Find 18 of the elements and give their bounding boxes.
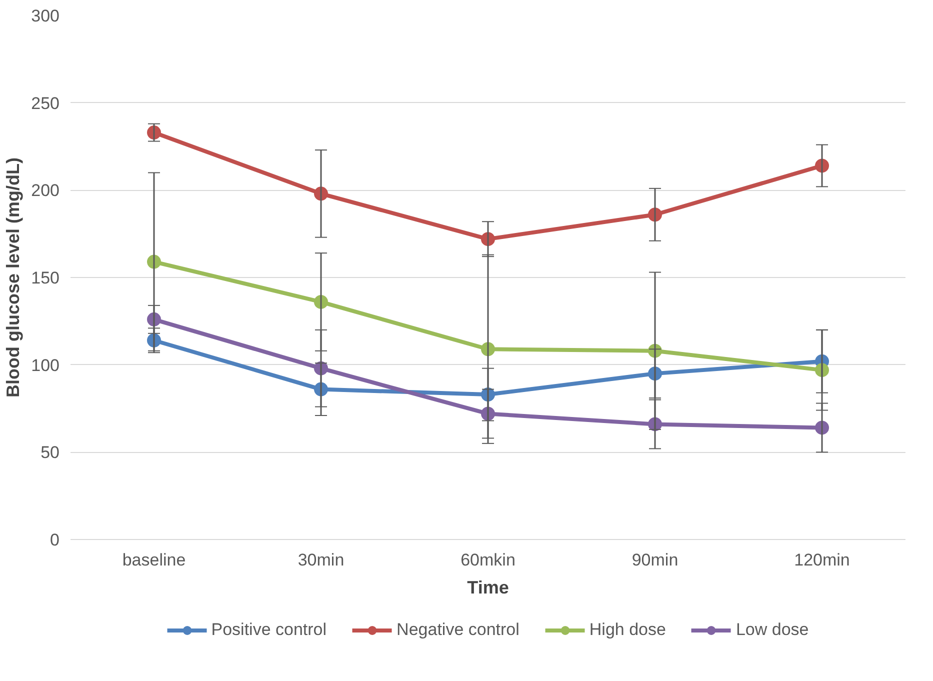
y-axis-title: Blood glucose level (mg/dL)	[3, 157, 24, 398]
legend-label: Positive control	[211, 620, 327, 640]
x-axis-title: Time	[467, 578, 509, 598]
legend-label: High dose	[589, 620, 666, 640]
x-tick-label: baseline	[122, 550, 186, 570]
x-tick-label: 60mkin	[460, 550, 516, 570]
x-tick-label: 90min	[632, 550, 678, 570]
y-tick-label: 150	[31, 268, 60, 288]
y-tick-label: 50	[40, 443, 60, 462]
legend-label: Negative control	[396, 620, 520, 640]
y-tick-label: 250	[31, 94, 60, 113]
x-tick-label: 30min	[298, 550, 344, 570]
x-tick-label: 120min	[794, 550, 850, 570]
y-tick-label: 100	[31, 356, 60, 375]
y-tick-label: 300	[31, 6, 60, 26]
y-tick-label: 200	[31, 181, 60, 200]
legend-label: Low dose	[736, 620, 809, 640]
y-tick-label: 0	[50, 530, 60, 550]
